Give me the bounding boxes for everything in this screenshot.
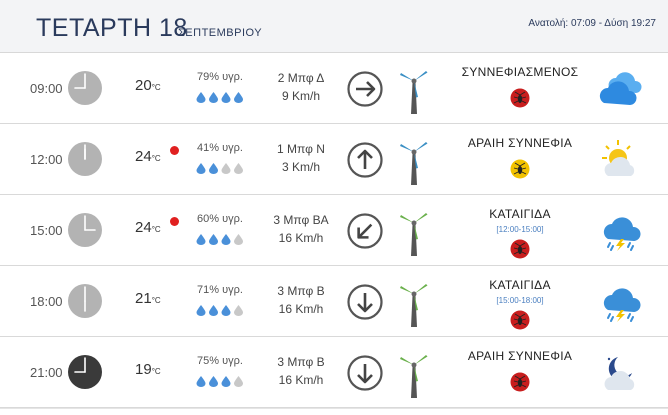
condition-label: ΣΥΝΝΕΦΙΑΣΜΕΝΟΣ	[461, 65, 579, 79]
arrow-up-icon	[347, 142, 383, 178]
wind-turbine-icon	[396, 63, 432, 115]
time-label: 09:00	[30, 81, 63, 96]
wind-speed: 16 Km/h	[278, 302, 324, 316]
temperature: 20°C	[135, 77, 161, 94]
temperature-unit: °C	[151, 225, 161, 234]
condition-label: ΑΡΑΙΗ ΣΥΝΝΕΦΙΑ	[467, 349, 573, 363]
mosquito-icon	[510, 88, 530, 108]
temperature-unit: °C	[151, 296, 161, 305]
storm-time-range: [12:00-15:00]	[496, 225, 544, 234]
thunderstorm-icon	[598, 209, 644, 251]
temperature-unit: °C	[151, 367, 161, 376]
humidity-label: 75% υγρ.	[197, 355, 243, 367]
storm-time-range: [15:00-18:00]	[496, 296, 544, 305]
temperature-value: 19	[135, 361, 152, 378]
wind-force: 3 Μπφ Β	[277, 284, 325, 298]
forecast-row: 21:00 19°C 75% υγρ. 3 Μπφ Β 16 Km/h ΑΡΑΙΗ Σ…	[0, 337, 668, 408]
mosquito-icon	[510, 372, 530, 392]
wind-speed: 9 Km/h	[281, 89, 320, 103]
time-label: 12:00	[30, 152, 63, 167]
moon-cloud-icon	[598, 351, 644, 393]
humidity-label: 71% υγρ.	[197, 284, 243, 296]
wind-speed: 16 Km/h	[278, 231, 324, 245]
condition-label: ΑΡΑΙΗ ΣΥΝΝΕΦΙΑ	[467, 136, 573, 150]
temperature: 19°C	[135, 361, 161, 378]
wind-turbine-icon	[396, 134, 432, 186]
time-label: 18:00	[30, 294, 63, 309]
temperature-value: 21	[135, 290, 152, 307]
wind-speed: 3 Km/h	[281, 160, 320, 174]
wind-force: 3 Μπφ Β	[277, 355, 325, 369]
temperature: 24°C	[135, 148, 161, 165]
partly-sunny-icon	[598, 138, 644, 180]
temperature: 24°C	[135, 219, 161, 236]
mosquito-icon	[510, 310, 530, 330]
time-label: 21:00	[30, 365, 63, 380]
month-label: ΣΕΠΤΕΜΒΡΙΟΥ	[178, 27, 263, 39]
arrow-down-icon	[347, 284, 383, 320]
wind-force: 3 Μπφ ΒΑ	[273, 213, 329, 227]
humidity-label: 41% υγρ.	[197, 142, 243, 154]
forecast-row: 15:00 24°C 60% υγρ. 3 Μπφ ΒΑ 16 Km/h ΚΑΤΑΙΓ…	[0, 195, 668, 266]
wind-turbine-icon	[396, 347, 432, 399]
time-label: 15:00	[30, 223, 63, 238]
cloudy-icon	[598, 67, 644, 109]
condition-label: ΚΑΤΑΙΓΙΔΑ	[489, 278, 551, 292]
mosquito-icon	[510, 239, 530, 259]
temperature-value: 20	[135, 77, 152, 94]
humidity-drops-icon	[196, 90, 256, 103]
wind-force: 2 Μπφ Δ	[277, 71, 325, 85]
forecast-row: 18:00 21°C 71% υγρ. 3 Μπφ Β 16 Km/h ΚΑΤΑΙΓΙ…	[0, 266, 668, 337]
condition-label: ΚΑΤΑΙΓΙΔΑ	[489, 207, 551, 221]
wind-speed: 16 Km/h	[278, 373, 324, 387]
temperature-unit: °C	[151, 154, 161, 163]
forecast-row: 12:00 24°C 41% υγρ. 1 Μπφ Ν 3 Km/h ΑΡΑΙΗ ΣΥ…	[0, 124, 668, 195]
wind-turbine-icon	[396, 276, 432, 328]
humidity-label: 60% υγρ.	[197, 213, 243, 225]
wind-turbine-icon	[396, 205, 432, 257]
wind-force: 1 Μπφ Ν	[277, 142, 325, 156]
mosquito-icon	[510, 159, 530, 179]
temperature-value: 24	[135, 219, 152, 236]
arrow-down-left-icon	[347, 213, 383, 249]
clock-icon	[67, 70, 103, 106]
clock-icon	[67, 212, 103, 248]
thunderstorm-icon	[598, 280, 644, 322]
humidity-drops-icon	[196, 161, 256, 174]
temperature-unit: °C	[151, 83, 161, 92]
alert-dot	[170, 146, 179, 155]
arrow-right-icon	[347, 71, 383, 107]
sunrise-sunset: Ανατολή: 07:09 - Δύση 19:27	[528, 18, 656, 29]
humidity-drops-icon	[196, 374, 256, 387]
temperature: 21°C	[135, 290, 161, 307]
bottom-divider	[0, 408, 668, 409]
clock-icon	[67, 283, 103, 319]
arrow-down-icon	[347, 355, 383, 391]
humidity-drops-icon	[196, 232, 256, 245]
clock-icon	[67, 354, 103, 390]
humidity-drops-icon	[196, 303, 256, 316]
day-title: ΤΕΤΑΡΤΗ 18	[36, 14, 188, 42]
temperature-value: 24	[135, 148, 152, 165]
alert-dot	[170, 217, 179, 226]
clock-icon	[67, 141, 103, 177]
humidity-label: 79% υγρ.	[197, 71, 243, 83]
day-header: ΤΕΤΑΡΤΗ 18 ΣΕΠΤΕΜΒΡΙΟΥ Ανατολή: 07:09 - …	[0, 0, 668, 53]
forecast-row: 09:00 20°C 79% υγρ. 2 Μπφ Δ 9 Km/h ΣΥΝΝΕΦΙΑ…	[0, 53, 668, 124]
